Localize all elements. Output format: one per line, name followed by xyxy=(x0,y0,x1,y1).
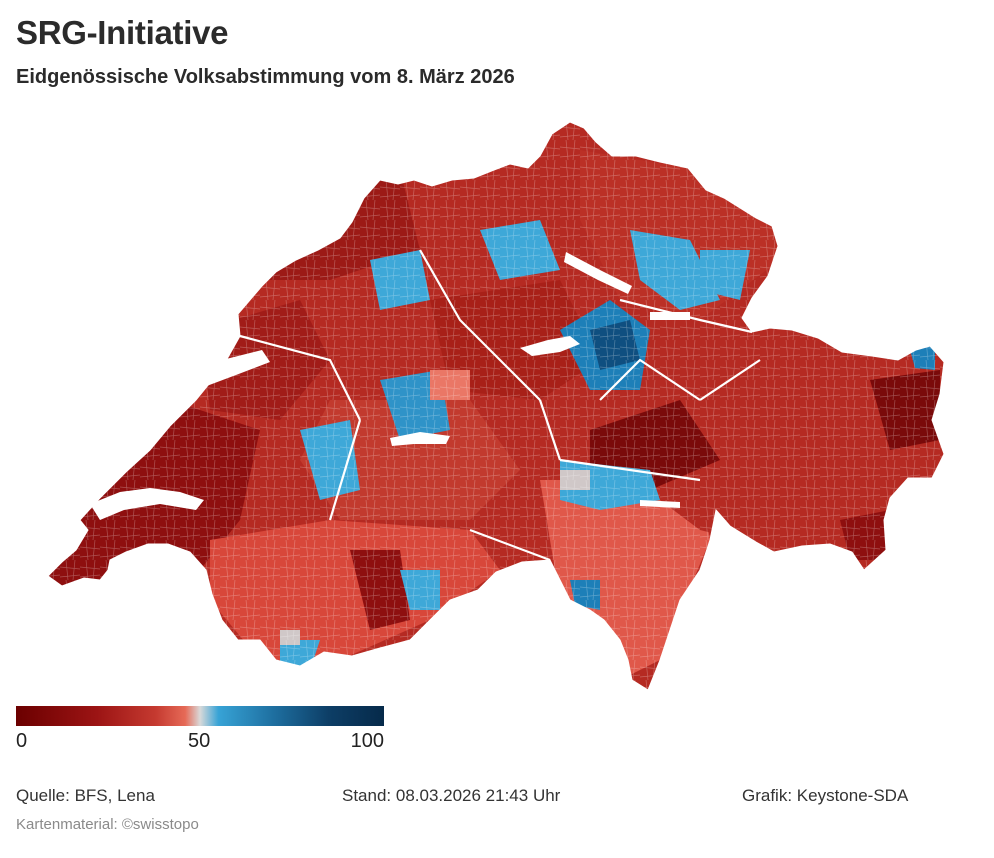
graphic-credit-text: Grafik: Keystone-SDA xyxy=(742,786,909,805)
canton-borders xyxy=(239,249,761,562)
map-svg xyxy=(47,121,945,691)
page-subtitle: Eidgenössische Volksabstimmung vom 8. Mä… xyxy=(16,66,515,88)
legend-gradient-bar xyxy=(16,706,384,726)
lake-lucerne xyxy=(520,336,580,356)
map-credit-text: Kartenmaterial: ©swisstopo xyxy=(16,816,199,833)
region-fills xyxy=(48,122,944,690)
legend-tick-mid: 50 xyxy=(188,730,211,752)
source-text: Quelle: BFS, Lena xyxy=(16,786,155,805)
color-legend: 0 50 100 xyxy=(16,706,386,754)
legend-tick-min: 0 xyxy=(16,730,28,752)
lake-geneva xyxy=(90,488,204,520)
legend-tick-max: 100 xyxy=(350,730,384,752)
switzerland-map xyxy=(0,100,994,700)
timestamp-text: Stand: 08.03.2026 21:43 Uhr xyxy=(342,786,561,805)
municipality-grid xyxy=(48,122,944,690)
lake-thun-brienz xyxy=(390,432,450,446)
page-title: SRG-Initiative xyxy=(16,14,229,51)
legend-ticks: 0 50 100 xyxy=(16,730,386,754)
lake-zurich xyxy=(564,252,632,294)
lake-maggiore xyxy=(640,500,680,508)
